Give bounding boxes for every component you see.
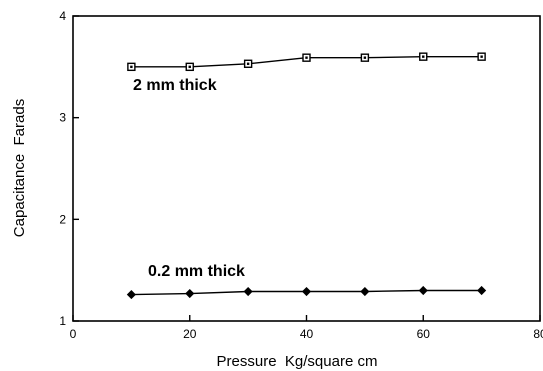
series-markers [126,52,487,300]
data-point-square-center [130,65,133,69]
x-axis-title: Pressure Kg/square cm [217,353,378,370]
data-point-square-center [305,56,308,59]
data-point-diamond [301,286,312,297]
x-tick-label: 40 [300,327,314,341]
data-point-square-center [363,56,367,59]
x-tick-label: 80 [533,327,543,341]
y-tick-label: 2 [59,212,66,226]
x-tick-label: 60 [417,327,431,341]
data-point-square-center [480,55,483,58]
y-tick-label: 3 [59,111,66,125]
x-tick-label: 20 [183,327,197,341]
data-point-diamond [243,286,253,297]
data-point-diamond [477,285,487,296]
data-point-diamond [126,290,136,300]
data-point-square-center [422,55,425,58]
series-label-0-2mm: 0.2 mm thick [148,263,245,280]
y-axis-ticks: 1 2 3 4 [59,9,79,328]
x-axis-ticks: 0 20 40 60 80 [70,315,543,341]
y-tick-label: 1 [59,314,66,328]
data-point-diamond [360,286,370,297]
data-point-square-center [246,62,250,65]
data-point-square-center [188,65,191,69]
x-tick-label: 0 [70,327,77,341]
y-tick-label: 4 [59,9,66,23]
data-point-diamond [418,285,428,296]
data-point-diamond [185,288,195,299]
y-axis-title: Capacitance Farads [11,99,28,237]
series-label-2mm: 2 mm thick [133,77,217,94]
